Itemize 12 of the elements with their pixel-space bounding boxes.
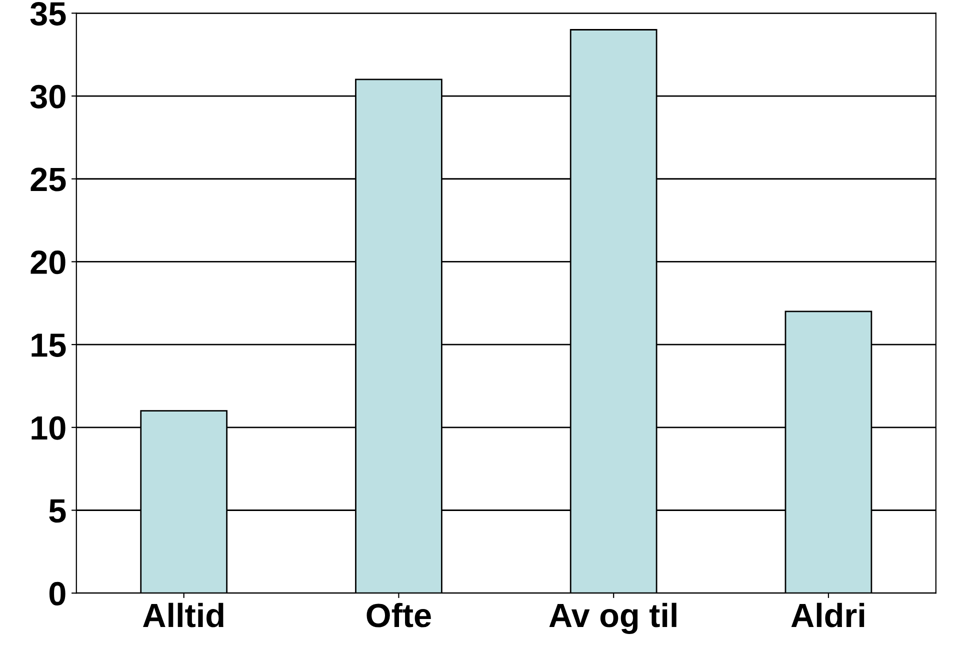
y-tick-label: 30 [30, 84, 66, 108]
y-tick-label: 25 [30, 168, 66, 192]
y-tick-label: 15 [32, 334, 66, 357]
y-tick-label: 35 [30, 2, 66, 26]
y-tick-label: 10 [32, 416, 66, 440]
y-tick-label: 20 [30, 250, 66, 274]
y-tick-label: 5 [49, 499, 66, 523]
x-tick-label: Ofte [366, 602, 431, 628]
x-tick-label: Av og til [549, 602, 676, 634]
y-tick-label: 0 [49, 582, 66, 606]
x-tick-label: Aldri [791, 602, 864, 628]
x-tick-label: Alltid [143, 602, 224, 628]
